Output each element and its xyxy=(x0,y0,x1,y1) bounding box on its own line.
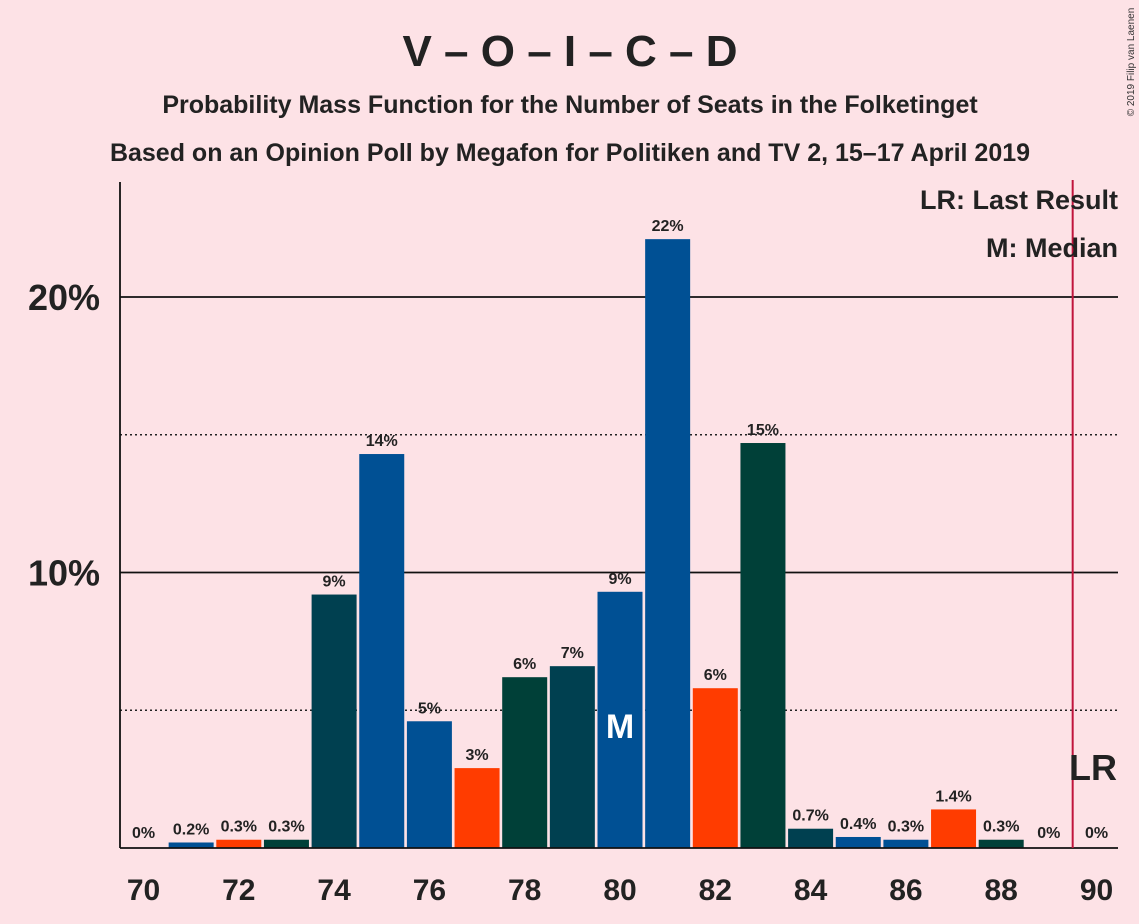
bar-83 xyxy=(740,443,786,848)
bar-88 xyxy=(978,839,1024,848)
bar-74 xyxy=(311,594,357,848)
axes xyxy=(119,182,1118,849)
bar-85 xyxy=(835,836,881,848)
data-label-85: 0.4% xyxy=(840,816,876,833)
bar-75 xyxy=(359,454,405,848)
bar-77 xyxy=(454,768,500,848)
bar-72 xyxy=(216,839,262,848)
data-label-79: 7% xyxy=(561,645,584,662)
bar-82 xyxy=(692,688,738,848)
data-label-70: 0% xyxy=(132,825,155,842)
data-label-86: 0.3% xyxy=(888,819,924,836)
x-tick-70: 70 xyxy=(127,874,160,907)
data-label-90: 0% xyxy=(1085,825,1108,842)
data-label-82: 6% xyxy=(704,667,727,684)
data-labels: 0% 0.2% 0.3% 0.3% 9% 14% 5% 3% 6% 7% 9% 22% 6% 15% 0.7… xyxy=(132,218,1108,842)
bar-79 xyxy=(549,666,595,848)
data-label-71: 0.2% xyxy=(173,821,209,838)
median-marker: M xyxy=(606,708,634,746)
y-tick-10: 10% xyxy=(28,553,100,594)
x-tick-82: 82 xyxy=(699,874,732,907)
data-label-72: 0.3% xyxy=(221,819,257,836)
bar-86 xyxy=(883,839,929,848)
data-label-78: 6% xyxy=(513,656,536,673)
bar-76 xyxy=(406,721,452,848)
data-label-88: 0.3% xyxy=(983,819,1019,836)
legend-median: M: Median xyxy=(986,233,1118,263)
bar-81 xyxy=(645,239,691,848)
x-tick-74: 74 xyxy=(317,874,351,907)
bar-84 xyxy=(788,828,834,848)
data-label-75: 14% xyxy=(366,433,398,450)
data-label-87: 1.4% xyxy=(935,788,971,805)
x-tick-88: 88 xyxy=(985,874,1018,907)
bars xyxy=(168,239,1024,848)
bar-78 xyxy=(502,677,548,848)
x-tick-labels: 70 72 74 76 78 80 82 84 86 88 90 xyxy=(127,874,1113,907)
bar-87 xyxy=(931,809,977,848)
chart-title: V – O – I – C – D xyxy=(402,27,737,76)
data-label-80: 9% xyxy=(608,571,631,588)
data-label-89: 0% xyxy=(1037,825,1060,842)
data-label-77: 3% xyxy=(465,747,488,764)
y-tick-20: 20% xyxy=(28,277,100,318)
data-label-73: 0.3% xyxy=(268,819,304,836)
y-tick-labels: 10% 20% xyxy=(28,277,100,594)
x-tick-72: 72 xyxy=(222,874,255,907)
x-tick-84: 84 xyxy=(794,874,828,907)
chart-subtitle: Probability Mass Function for the Number… xyxy=(162,91,978,119)
chart-subtitle-2: Based on an Opinion Poll by Megafon for … xyxy=(110,139,1030,167)
x-tick-78: 78 xyxy=(508,874,541,907)
data-label-84: 0.7% xyxy=(792,808,828,825)
gridlines xyxy=(120,296,1118,711)
bar-71 xyxy=(168,842,214,848)
data-label-81: 22% xyxy=(652,218,684,235)
copyright-text: © 2019 Filip van Laenen xyxy=(1126,8,1137,117)
markers: M LR xyxy=(606,180,1117,848)
bar-80 xyxy=(597,591,643,848)
x-tick-90: 90 xyxy=(1080,874,1113,907)
x-tick-80: 80 xyxy=(603,874,636,907)
data-label-83: 15% xyxy=(747,422,779,439)
legend-last-result: LR: Last Result xyxy=(920,185,1118,215)
bar-73 xyxy=(263,839,309,848)
x-tick-76: 76 xyxy=(413,874,446,907)
data-label-74: 9% xyxy=(323,574,346,591)
last-result-marker: LR xyxy=(1069,747,1117,788)
x-tick-86: 86 xyxy=(889,874,922,907)
data-label-76: 5% xyxy=(418,700,441,717)
